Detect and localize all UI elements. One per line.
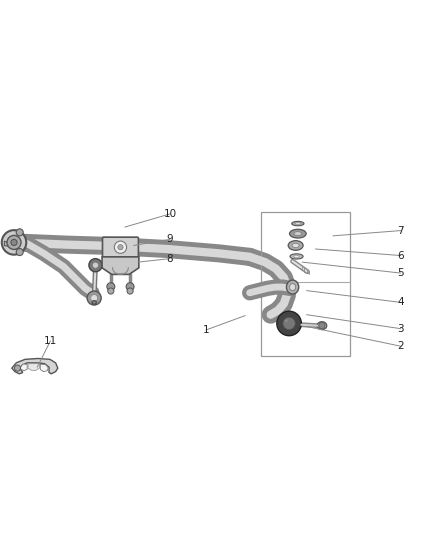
Circle shape <box>89 259 102 272</box>
Circle shape <box>14 365 21 371</box>
Text: 9: 9 <box>166 235 173 244</box>
Ellipse shape <box>92 301 96 304</box>
Text: 5: 5 <box>397 268 404 278</box>
Circle shape <box>107 282 115 290</box>
Circle shape <box>16 229 23 236</box>
Circle shape <box>277 311 301 336</box>
FancyBboxPatch shape <box>102 237 138 257</box>
Circle shape <box>283 317 295 329</box>
Text: 1: 1 <box>202 325 209 335</box>
Ellipse shape <box>290 284 296 290</box>
Circle shape <box>91 295 98 302</box>
Text: 10: 10 <box>163 209 177 219</box>
Polygon shape <box>12 359 58 374</box>
Circle shape <box>319 322 325 329</box>
Circle shape <box>87 291 101 305</box>
Polygon shape <box>40 364 48 372</box>
Ellipse shape <box>285 319 288 322</box>
Ellipse shape <box>290 254 303 259</box>
Circle shape <box>126 282 134 290</box>
Circle shape <box>92 262 99 268</box>
Ellipse shape <box>292 221 304 226</box>
Ellipse shape <box>317 322 327 329</box>
Circle shape <box>108 288 114 294</box>
Polygon shape <box>4 241 10 247</box>
Circle shape <box>2 230 26 255</box>
Circle shape <box>127 288 133 294</box>
Ellipse shape <box>295 222 300 225</box>
Polygon shape <box>21 364 27 371</box>
Text: 7: 7 <box>397 225 404 236</box>
Circle shape <box>11 239 17 246</box>
Polygon shape <box>28 364 39 370</box>
Text: 8: 8 <box>166 254 173 264</box>
Circle shape <box>7 236 21 249</box>
Text: 2: 2 <box>397 341 404 351</box>
Circle shape <box>16 248 23 255</box>
Ellipse shape <box>294 255 299 257</box>
Circle shape <box>118 245 123 250</box>
Ellipse shape <box>288 241 303 251</box>
Polygon shape <box>102 257 139 274</box>
Ellipse shape <box>290 229 306 238</box>
Text: 6: 6 <box>397 251 404 261</box>
Text: 11: 11 <box>44 336 57 346</box>
Ellipse shape <box>286 280 299 294</box>
Circle shape <box>114 241 127 253</box>
Text: 3: 3 <box>397 324 404 334</box>
Ellipse shape <box>294 232 302 236</box>
Ellipse shape <box>292 243 299 248</box>
Ellipse shape <box>89 294 99 299</box>
Bar <box>261 212 350 356</box>
Text: 4: 4 <box>397 297 404 308</box>
